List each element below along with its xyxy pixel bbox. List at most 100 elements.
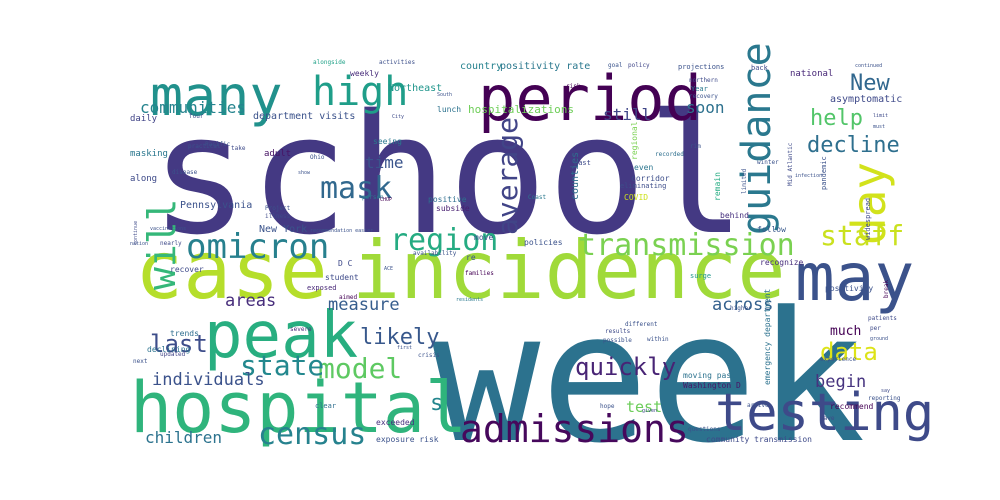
word-individuals: individuals [152,370,265,390]
word-widespread: widespread [864,198,872,240]
word-washington-d: Washington D [683,381,741,390]
word-measure: measure [328,295,400,315]
word-surge: surge [690,272,711,280]
word-help: help [810,106,863,131]
word-activities: activities [379,59,416,66]
word-northeast: Northeast [388,83,442,94]
word-crisis: crisis [418,352,440,359]
word-show: show [298,170,311,176]
word-country: country [460,61,502,72]
word-time: time [365,153,404,172]
word-recognize: recognize [760,258,804,267]
word-average: average [491,117,524,235]
word-city: City [392,114,404,120]
word-next: next [133,358,148,365]
word-trends: trends [170,329,199,338]
word-questions: questions [688,426,721,433]
word-pandemic: pandemic [820,156,828,190]
word-behind: behind [720,211,749,220]
word-s: s [430,391,443,416]
word-transmission: transmission [578,228,795,263]
word-begin: begin [815,372,866,392]
word-children: children [145,428,222,447]
word-reporting: reporting [868,395,901,402]
word-still: still [603,105,651,124]
word-mask: mask [320,171,392,206]
word-four: four [189,113,204,120]
word-week: week [432,274,865,483]
word-hope: hope [600,403,615,410]
word-may: may [795,239,914,316]
word-year: Year [691,85,708,93]
word-eliminating: eliminating [620,182,666,190]
word-model: model [318,352,402,385]
word-first: first [397,345,412,351]
word-decline: decline [807,133,900,158]
word-hospitalizations: hospitalizations [468,103,574,116]
word-results: results [605,328,631,335]
word-follow: follow [757,225,786,234]
word-census: census [258,417,366,452]
word-practical: practical [188,143,221,150]
word-along: along [130,174,157,184]
word-recommend: recommend [830,402,874,411]
word-northern: northern [689,77,718,84]
word-chop: CHOP [380,197,392,203]
word-aimed: aimed [339,294,357,301]
word-vaccinations: vaccinations [150,226,186,232]
word-day: day [842,162,896,245]
word-communities: communities [140,98,246,117]
word-asymptomatic: asymptomatic [830,94,902,105]
word-region: region [390,223,498,258]
word-higher: higher [730,305,752,312]
word-positive: positive [428,195,467,204]
word-re: re [466,253,476,262]
word-testing: testing [715,383,934,443]
word-peak: peak [204,299,358,373]
word-wave: wave [820,415,835,422]
word-much: much [830,324,861,339]
word-past: past [574,159,591,167]
word-quickly: quickly [575,353,676,381]
word-pennsylvania: Pennsylvania [180,200,252,211]
word-project: Project [265,205,291,212]
word-nearly: nearly [160,240,182,247]
word-continue: continue [133,221,139,245]
word-soon: soon [686,98,725,117]
word-likely: likely [360,325,439,350]
word-moving-past: moving past [683,371,736,380]
word-declining: declining [147,345,191,354]
word-projections: projections [678,63,724,71]
word-limit: limit [873,113,888,119]
word-nation: nation [130,241,148,247]
word-period: period [478,62,702,135]
word-remain: remain [713,172,722,201]
word-patients: patients [868,315,897,322]
word-high: high [312,69,408,115]
word-hospital: hospital [130,367,467,449]
word-risk: risk [566,83,581,90]
word-covid: COVID [624,193,648,202]
word-regional: regional [630,121,639,160]
word-positivity: positivity [825,284,873,293]
word-limited: limited [741,168,748,194]
word-staff: staff [820,219,904,252]
word-infection: infection [795,173,822,179]
word-families: families [465,270,494,277]
word-positivity-rate: positivity rate [500,61,590,72]
word-policies: policies [524,238,563,247]
word-say: say [881,388,890,394]
word-ace: ACE [384,266,393,272]
word-across: across [712,295,773,315]
word-arrive: arrive [747,402,769,409]
word-back: back [751,64,769,72]
word-data: data [820,338,878,366]
word-policy: policy [628,62,650,69]
word-given: given [642,408,657,414]
word-coast: Coast [528,194,546,201]
word-admissions: admissions [460,407,689,451]
word-corridor: corridor [631,174,670,183]
word-adult: adult [264,149,291,159]
word-recovery: recovery [689,93,718,100]
word-counties: counties [570,152,581,200]
